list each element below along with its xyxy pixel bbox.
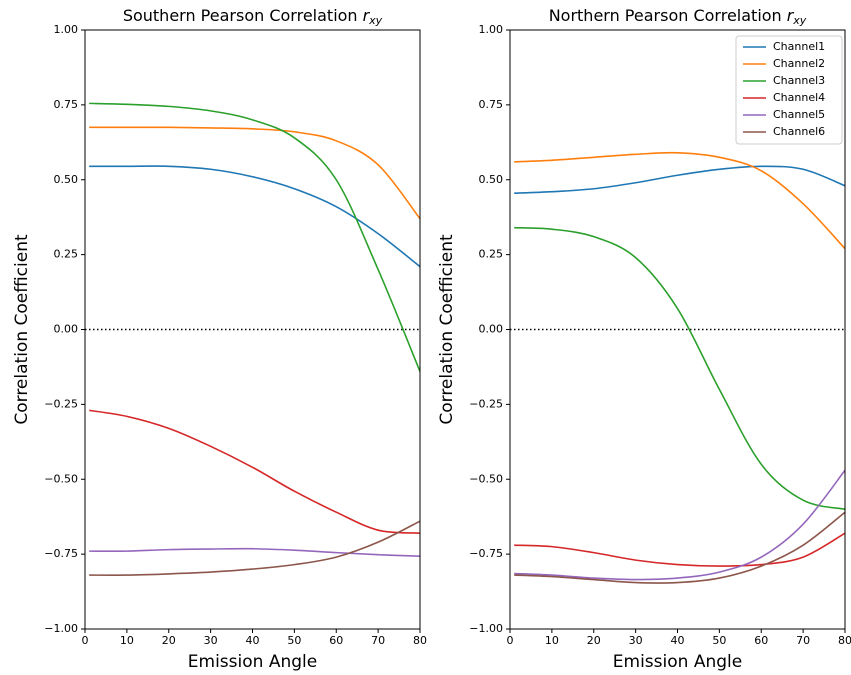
y-tick-label: 1.00 [54,23,79,36]
title-subscript: xy [792,14,807,27]
x-tick-label: 10 [120,634,134,647]
y-tick-label: 0.50 [54,173,79,186]
legend-label: Channel1 [773,40,825,53]
y-tick-label: −0.75 [44,547,78,560]
title-subscript: xy [368,14,383,27]
y-tick-label: −1.00 [44,622,78,635]
x-axis-label: Emission Angle [188,652,317,672]
x-axis-label: Emission Angle [613,652,742,672]
x-tick-label: 60 [754,634,768,647]
data-line [89,409,421,534]
x-tick-label: 50 [287,634,301,647]
x-tick-label: 70 [371,634,385,647]
legend-label: Channel4 [773,91,825,104]
x-tick-label: 20 [587,634,601,647]
y-tick-label: 0.75 [479,98,504,111]
data-line [89,165,421,268]
x-tick-label: 80 [413,634,427,647]
y-tick-label: −0.50 [44,472,78,485]
y-tick-label: 1.00 [479,23,504,36]
data-line [514,511,846,584]
y-tick-label: 0.75 [54,98,79,111]
x-tick-label: 10 [545,634,559,647]
data-line [89,520,421,576]
y-tick-label: 0.25 [54,248,79,261]
data-line [89,102,421,372]
y-tick-label: −0.25 [44,397,78,410]
data-line [89,547,421,558]
data-line [514,226,846,510]
legend: Channel1 Channel2 Channel3 Channel4 Channel5… [735,35,843,145]
chart-title: Southern Pearson Correlation rxy [123,6,383,28]
y-axis-label: Correlation Coefficient [437,234,457,425]
subplot: Southern Pearson Correlation rxy Emission … [12,6,427,673]
x-tick-label: 40 [246,634,260,647]
x-tick-label: 70 [796,634,810,647]
x-tick-label: 0 [82,634,89,647]
x-tick-label: 20 [162,634,176,647]
title-symbol: r [363,6,371,25]
legend-label: Channel3 [773,74,825,87]
y-tick-label: 0.00 [54,323,79,336]
x-tick-label: 60 [329,634,343,647]
data-line [514,151,846,250]
data-line [514,165,846,195]
legend-label: Channel5 [773,108,825,121]
x-tick-label: 30 [204,634,218,647]
title-text: Southern Pearson Correlation [123,6,358,25]
legend-label: Channel2 [773,57,825,70]
y-tick-label: −0.50 [469,472,503,485]
plot-frame [84,29,421,630]
y-tick-label: −0.25 [469,397,503,410]
data-line [514,532,846,567]
y-tick-label: 0.25 [479,248,504,261]
y-tick-label: −1.00 [469,622,503,635]
x-tick-label: 50 [712,634,726,647]
x-tick-label: 0 [507,634,514,647]
x-tick-label: 80 [838,634,851,647]
legend-label: Channel6 [773,125,825,138]
legend-box [735,35,843,145]
x-tick-label: 40 [671,634,685,647]
y-axis-label: Correlation Coefficient [12,234,32,425]
title-symbol: r [787,6,795,25]
plot-frame [509,29,846,630]
y-tick-label: −0.75 [469,547,503,560]
subplot: Northern Pearson Correlation rxy Emission … [437,6,851,673]
data-line [514,469,846,581]
title-text: Northern Pearson Correlation [549,6,782,25]
y-tick-label: 0.00 [479,323,504,336]
chart-title: Northern Pearson Correlation rxy [549,6,807,28]
data-line [89,126,421,220]
x-tick-label: 30 [629,634,643,647]
y-tick-label: 0.50 [479,173,504,186]
